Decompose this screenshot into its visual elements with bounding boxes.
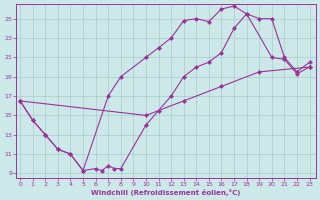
X-axis label: Windchill (Refroidissement éolien,°C): Windchill (Refroidissement éolien,°C) xyxy=(92,189,241,196)
